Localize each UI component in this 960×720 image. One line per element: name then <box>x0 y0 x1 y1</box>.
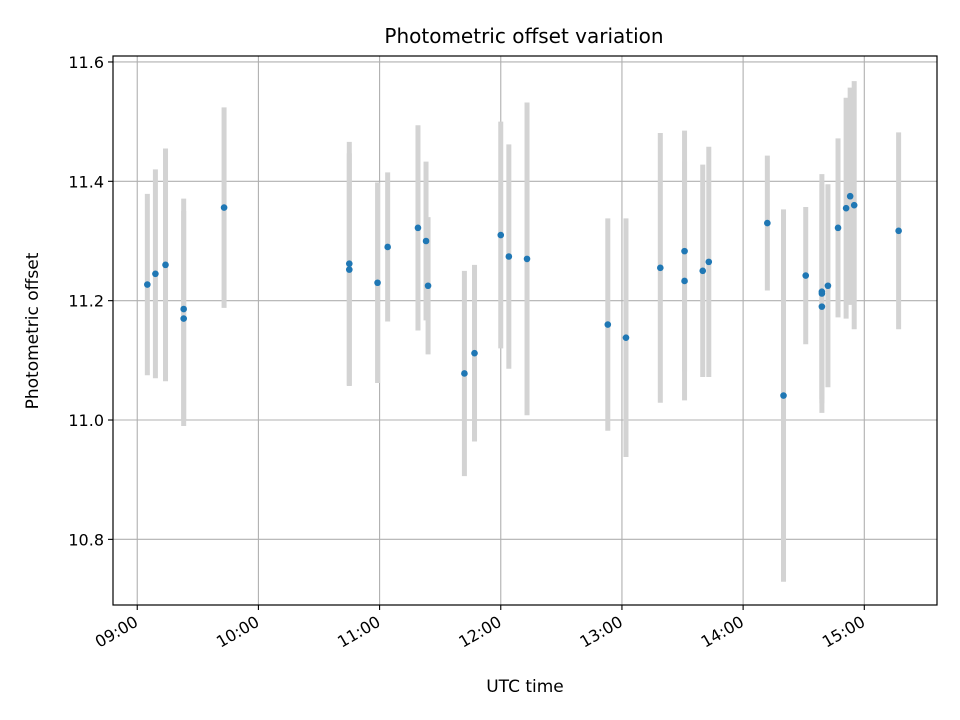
plot-frame <box>112 55 938 606</box>
data-point <box>497 231 505 239</box>
y-tick-label: 11.6 <box>68 53 104 72</box>
y-tick-label: 11.2 <box>68 292 104 311</box>
data-point <box>818 303 826 310</box>
data-point <box>461 370 468 377</box>
data-point <box>818 290 826 297</box>
data-point <box>657 264 664 272</box>
data-point <box>824 282 832 290</box>
data-point <box>345 266 353 273</box>
data-point <box>384 243 391 251</box>
x-axis-label: UTC time <box>486 677 564 697</box>
data-point <box>471 349 478 357</box>
data-point <box>842 204 850 212</box>
data-point <box>699 267 707 275</box>
data-point <box>834 224 842 232</box>
data-point <box>802 272 810 279</box>
data-point <box>780 392 787 399</box>
data-point <box>162 261 169 269</box>
data-point <box>424 282 432 290</box>
data-point <box>622 334 630 341</box>
chart-title: Photometric offset variation <box>384 24 663 48</box>
data-point <box>846 192 854 200</box>
data-point <box>422 237 430 245</box>
data-point <box>374 279 381 287</box>
data-point <box>604 321 612 328</box>
y-tick-label: 10.8 <box>68 530 104 549</box>
y-tick-label: 11.0 <box>68 411 104 430</box>
data-point <box>681 247 688 255</box>
data-point <box>220 204 228 211</box>
data-point <box>152 270 159 278</box>
data-point <box>144 281 151 288</box>
data-points <box>144 192 902 399</box>
y-axis-ticks: 10.8 11.0 11.2 11.4 11.6 <box>68 53 113 549</box>
data-point <box>895 227 902 235</box>
data-point <box>345 260 353 267</box>
data-point <box>681 277 688 285</box>
y-axis-label: Photometric offset <box>23 252 43 409</box>
data-point <box>505 253 513 260</box>
data-point <box>523 255 531 263</box>
data-point <box>414 224 422 232</box>
data-point <box>850 201 858 209</box>
y-tick-label: 11.4 <box>68 172 104 191</box>
data-point <box>764 219 771 227</box>
data-point <box>705 258 713 266</box>
data-point <box>180 315 187 322</box>
data-point <box>180 305 187 313</box>
